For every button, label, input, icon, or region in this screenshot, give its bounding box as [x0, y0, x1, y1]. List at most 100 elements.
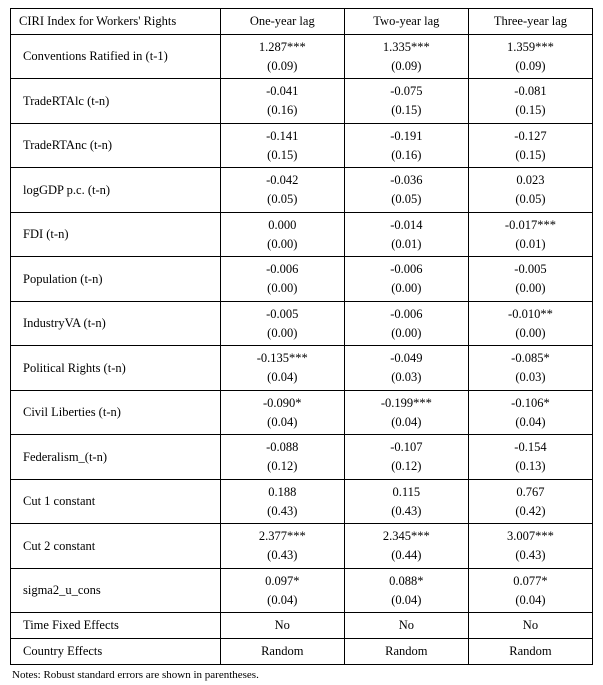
std-error: (0.04) — [477, 413, 584, 432]
cell-value: -0.006(0.00) — [220, 257, 344, 302]
coefficient: -0.141 — [229, 127, 336, 146]
coefficient: 0.088* — [353, 572, 460, 591]
cell-value: -0.199***(0.04) — [344, 390, 468, 435]
cell-value: 2.377***(0.43) — [220, 524, 344, 569]
cell-value: -0.107(0.12) — [344, 435, 468, 480]
coefficient: -0.199*** — [353, 394, 460, 413]
cell-value: 0.767(0.42) — [468, 479, 592, 524]
row-label: TradeRTAnc (t-n) — [11, 123, 221, 168]
std-error: (0.43) — [229, 546, 336, 565]
cell-value: 0.000(0.00) — [220, 212, 344, 257]
row-label: Political Rights (t-n) — [11, 346, 221, 391]
table-row: TradeRTAnc (t-n)-0.141(0.15)-0.191(0.16)… — [11, 123, 593, 168]
cell-value: -0.085*(0.03) — [468, 346, 592, 391]
row-label: Cut 1 constant — [11, 479, 221, 524]
std-error: (0.03) — [353, 368, 460, 387]
coefficient: -0.006 — [229, 260, 336, 279]
table-row: Population (t-n)-0.006(0.00)-0.006(0.00)… — [11, 257, 593, 302]
row-label: TradeRTAlc (t-n) — [11, 79, 221, 124]
cell-value: 2.345***(0.44) — [344, 524, 468, 569]
footnote: Notes: Robust standard errors are shown … — [10, 665, 593, 681]
std-error: (0.16) — [353, 146, 460, 165]
coefficient: 0.023 — [477, 171, 584, 190]
table-row: FDI (t-n)0.000(0.00)-0.014(0.01)-0.017**… — [11, 212, 593, 257]
cell-value: 0.023(0.05) — [468, 168, 592, 213]
table-row: sigma2_u_cons0.097*(0.04)0.088*(0.04)0.0… — [11, 568, 593, 613]
cell-value: Random — [468, 639, 592, 665]
coefficient: -0.127 — [477, 127, 584, 146]
row-label: Civil Liberties (t-n) — [11, 390, 221, 435]
coefficient: 1.287*** — [229, 38, 336, 57]
table-row: Cut 1 constant0.188(0.43)0.115(0.43)0.76… — [11, 479, 593, 524]
std-error: (0.43) — [477, 546, 584, 565]
cell-value: 1.287***(0.09) — [220, 34, 344, 79]
std-error: (0.43) — [229, 502, 336, 521]
table-row: Political Rights (t-n)-0.135***(0.04)-0.… — [11, 346, 593, 391]
table-row: Federalism_(t-n)-0.088(0.12)-0.107(0.12)… — [11, 435, 593, 480]
std-error: (0.15) — [353, 101, 460, 120]
coefficient: -0.010** — [477, 305, 584, 324]
coefficient: -0.006 — [353, 260, 460, 279]
coefficient: -0.081 — [477, 82, 584, 101]
std-error: (0.44) — [353, 546, 460, 565]
std-error: (0.01) — [477, 235, 584, 254]
cell-value: -0.127(0.15) — [468, 123, 592, 168]
table-row: Country EffectsRandomRandomRandom — [11, 639, 593, 665]
cell-value: -0.005(0.00) — [468, 257, 592, 302]
cell-value: 0.088*(0.04) — [344, 568, 468, 613]
row-label: Federalism_(t-n) — [11, 435, 221, 480]
table-body: Conventions Ratified in (t-1)1.287***(0.… — [11, 34, 593, 664]
cell-value: -0.106*(0.04) — [468, 390, 592, 435]
coefficient: 0.000 — [229, 216, 336, 235]
coefficient: 0.077* — [477, 572, 584, 591]
cell-value: -0.017***(0.01) — [468, 212, 592, 257]
table-row: Civil Liberties (t-n)-0.090*(0.04)-0.199… — [11, 390, 593, 435]
cell-value: 0.077*(0.04) — [468, 568, 592, 613]
std-error: (0.13) — [477, 457, 584, 476]
cell-value: -0.135***(0.04) — [220, 346, 344, 391]
row-label: Country Effects — [11, 639, 221, 665]
std-error: (0.00) — [229, 235, 336, 254]
cell-value: -0.041(0.16) — [220, 79, 344, 124]
coefficient: 0.097* — [229, 572, 336, 591]
coefficient: -0.085* — [477, 349, 584, 368]
cell-value: -0.014(0.01) — [344, 212, 468, 257]
coefficient: -0.014 — [353, 216, 460, 235]
cell-value: -0.090*(0.04) — [220, 390, 344, 435]
cell-value: -0.042(0.05) — [220, 168, 344, 213]
cell-value: -0.005(0.00) — [220, 301, 344, 346]
coefficient: 0.115 — [353, 483, 460, 502]
cell-value: 1.335***(0.09) — [344, 34, 468, 79]
row-label: Population (t-n) — [11, 257, 221, 302]
coefficient: -0.090* — [229, 394, 336, 413]
std-error: (0.12) — [353, 457, 460, 476]
std-error: (0.42) — [477, 502, 584, 521]
std-error: (0.00) — [229, 324, 336, 343]
table-row: TradeRTAlc (t-n)-0.041(0.16)-0.075(0.15)… — [11, 79, 593, 124]
std-error: (0.04) — [353, 591, 460, 610]
row-label: sigma2_u_cons — [11, 568, 221, 613]
cell-value: 0.115(0.43) — [344, 479, 468, 524]
std-error: (0.04) — [229, 413, 336, 432]
cell-value: 0.097*(0.04) — [220, 568, 344, 613]
std-error: (0.09) — [353, 57, 460, 76]
cell-value: -0.154(0.13) — [468, 435, 592, 480]
coefficient: -0.036 — [353, 171, 460, 190]
std-error: (0.12) — [229, 457, 336, 476]
coefficient: -0.005 — [477, 260, 584, 279]
cell-value: Random — [344, 639, 468, 665]
std-error: (0.16) — [229, 101, 336, 120]
coefficient: -0.107 — [353, 438, 460, 457]
cell-value: -0.006(0.00) — [344, 301, 468, 346]
std-error: (0.05) — [353, 190, 460, 209]
std-error: (0.00) — [477, 324, 584, 343]
cell-value: -0.081(0.15) — [468, 79, 592, 124]
regression-table: CIRI Index for Workers' Rights One-year … — [10, 8, 593, 665]
coefficient: -0.135*** — [229, 349, 336, 368]
std-error: (0.15) — [477, 146, 584, 165]
coefficient: 1.359*** — [477, 38, 584, 57]
std-error: (0.05) — [229, 190, 336, 209]
coefficient: -0.042 — [229, 171, 336, 190]
header-col-3: Three-year lag — [468, 9, 592, 35]
std-error: (0.00) — [353, 324, 460, 343]
